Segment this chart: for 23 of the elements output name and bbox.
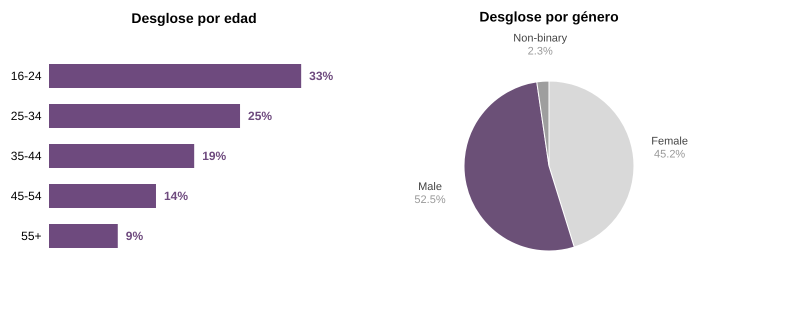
- slice-label: Male: [418, 180, 442, 193]
- data-label: 33%: [309, 69, 334, 83]
- slice-label: Female: [651, 136, 688, 148]
- data-label: 19%: [202, 149, 227, 163]
- y-tick-label: 35-44: [10, 149, 42, 163]
- data-label: 45.2%: [654, 148, 686, 161]
- bar: [49, 224, 118, 248]
- bar: [49, 184, 156, 208]
- bar: [49, 104, 240, 128]
- data-label: 14%: [164, 189, 188, 203]
- y-tick-label: 16-24: [10, 69, 42, 83]
- y-tick-label: 25-34: [10, 109, 42, 123]
- slice-label: Non-binary: [513, 32, 568, 44]
- data-label: 2.3%: [528, 45, 553, 58]
- data-label: 25%: [248, 109, 272, 123]
- y-tick-label: 55+: [21, 229, 42, 243]
- data-label: 9%: [126, 229, 144, 243]
- y-tick-label: 45-54: [10, 189, 42, 203]
- chart-title: Desglose por género: [479, 8, 619, 24]
- chart-title: Desglose por edad: [131, 10, 257, 26]
- data-label: 52.5%: [414, 194, 446, 206]
- bar: [49, 64, 302, 88]
- bar: [49, 144, 194, 168]
